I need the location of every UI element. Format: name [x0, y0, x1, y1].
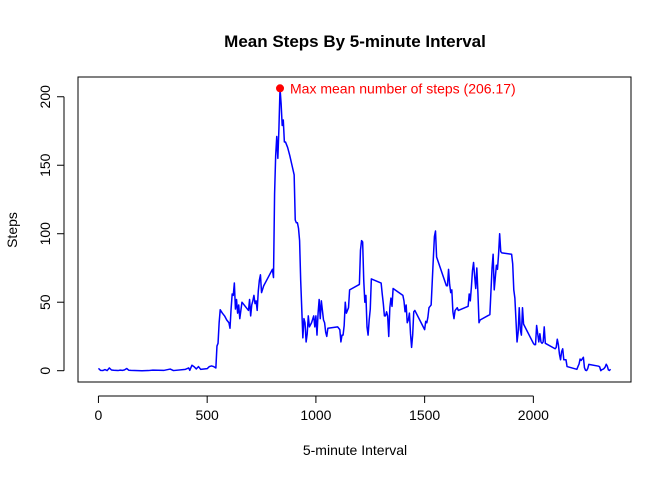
y-axis-label: Steps — [4, 212, 20, 248]
y-tick-label-3: 150 — [37, 153, 53, 177]
x-axis-label: 5-minute Interval — [303, 442, 407, 458]
x-tick-label-3: 1500 — [409, 407, 440, 423]
series-line — [97, 87, 612, 372]
y-tick-label-0: 0 — [37, 367, 53, 375]
plot-area: 0 500 1000 1500 2000 0 50 100 150 200 Max mean num… — [37, 76, 632, 423]
max-annotation-label: Max mean number of steps (206.17) — [290, 80, 516, 96]
chart-title: Mean Steps By 5-minute Interval — [224, 32, 486, 51]
x-tick-label-1: 500 — [195, 407, 219, 423]
x-tick-label-0: 0 — [95, 407, 103, 423]
x-tick-label-2: 1000 — [300, 407, 331, 423]
y-tick-label-4: 200 — [37, 85, 53, 109]
y-tick-label-1: 50 — [37, 294, 53, 310]
y-tick-label-2: 100 — [37, 222, 53, 246]
plot-frame — [77, 76, 632, 383]
x-tick-label-4: 2000 — [518, 407, 549, 423]
max-point — [276, 84, 285, 93]
